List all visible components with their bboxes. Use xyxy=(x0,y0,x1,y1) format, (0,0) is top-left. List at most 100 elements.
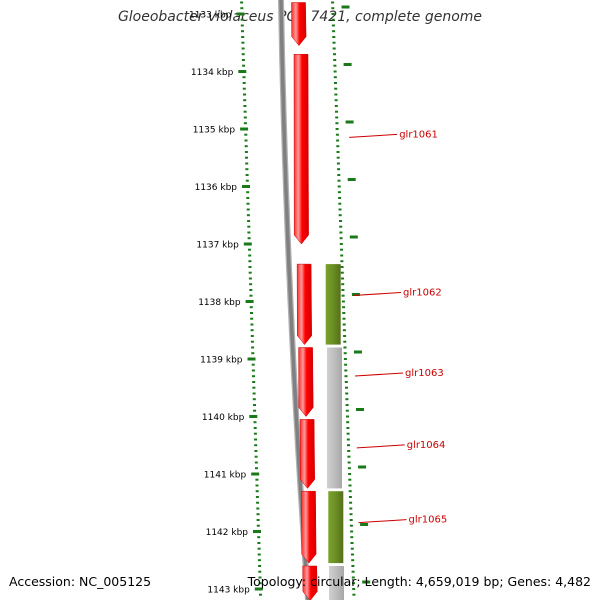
minor-tick-outer xyxy=(343,340,347,343)
minor-tick-inner xyxy=(257,553,261,556)
major-tick xyxy=(242,185,250,188)
minor-tick-inner xyxy=(252,392,256,395)
minor-tick-outer xyxy=(337,185,341,188)
minor-tick-outer xyxy=(347,461,351,464)
gene-label: glr1062 xyxy=(403,288,442,299)
topology-text: Topology: circular; Length: 4,659,019 bp… xyxy=(247,574,591,589)
minor-tick-outer xyxy=(334,93,338,96)
minor-tick-inner xyxy=(251,363,255,366)
major-tick-outer xyxy=(356,408,364,411)
minor-tick-outer xyxy=(334,105,338,107)
label-layer: glr1061 glr1062 glr1063 glr1064 glr1065 xyxy=(349,129,447,526)
minor-tick-inner xyxy=(254,455,258,458)
tick-label: 1137 kbp xyxy=(196,241,239,251)
gene-label-leader xyxy=(349,133,398,138)
minor-tick-outer xyxy=(352,582,355,585)
minor-tick-inner xyxy=(243,122,247,125)
minor-tick-outer xyxy=(352,593,356,596)
minor-tick-inner xyxy=(246,208,250,211)
minor-tick-inner xyxy=(245,156,248,159)
minor-tick-inner xyxy=(241,47,245,50)
minor-tick-inner xyxy=(244,133,248,136)
gene-block-cog xyxy=(329,566,344,600)
minor-tick-outer xyxy=(334,82,337,84)
minor-tick-outer xyxy=(342,317,346,320)
minor-tick-inner xyxy=(242,87,246,90)
minor-tick-inner xyxy=(244,151,248,153)
gene-arrow-cds xyxy=(302,565,318,600)
minor-tick-outer xyxy=(343,335,347,337)
minor-tick-outer xyxy=(338,208,342,211)
minor-tick-inner xyxy=(255,496,259,498)
minor-tick-inner xyxy=(257,559,261,562)
minor-tick-inner xyxy=(255,484,259,487)
major-tick xyxy=(238,70,247,73)
minor-tick-inner xyxy=(256,507,260,510)
minor-tick-inner xyxy=(250,323,254,326)
major-tick-outer xyxy=(358,465,367,469)
minor-tick-inner xyxy=(254,461,258,464)
minor-tick-outer xyxy=(346,421,350,424)
minor-tick-outer xyxy=(342,323,346,326)
minor-tick-inner xyxy=(245,179,249,182)
minor-tick-outer xyxy=(332,36,336,38)
minor-tick-inner xyxy=(257,542,261,544)
major-tick xyxy=(253,530,261,533)
minor-tick-outer xyxy=(345,392,349,395)
minor-tick-outer xyxy=(335,116,339,119)
minor-tick-inner xyxy=(255,478,259,481)
tick-label: 1142 kbp xyxy=(206,528,249,538)
minor-tick-inner xyxy=(243,110,247,113)
minor-tick-inner xyxy=(251,346,255,349)
minor-tick-outer xyxy=(351,576,355,579)
minor-tick-inner xyxy=(254,438,258,441)
minor-tick-inner xyxy=(241,36,245,38)
minor-tick-outer xyxy=(331,13,335,15)
gene-arrow-cds xyxy=(299,419,315,489)
minor-tick-outer xyxy=(349,519,353,521)
minor-tick-inner xyxy=(246,191,250,194)
minor-tick-inner xyxy=(257,547,261,550)
minor-tick-inner xyxy=(248,277,252,280)
minor-tick-inner xyxy=(258,565,262,567)
minor-tick-inner xyxy=(256,524,260,527)
tick-label: 1141 kbp xyxy=(204,471,247,481)
major-tick xyxy=(245,300,254,303)
minor-tick-inner xyxy=(248,248,251,251)
tick-label: 1143 kbp xyxy=(207,586,250,596)
minor-tick-inner xyxy=(247,231,251,234)
gene-label-leader xyxy=(352,292,402,296)
minor-tick-inner xyxy=(253,404,256,406)
major-tick xyxy=(254,587,263,591)
minor-tick-outer xyxy=(346,432,350,435)
tick-label: 1134 kbp xyxy=(191,68,234,78)
tick-label: 1138 kbp xyxy=(198,298,241,308)
minor-tick-outer xyxy=(337,191,341,194)
minor-tick-outer xyxy=(348,484,352,487)
major-tick xyxy=(247,357,256,361)
minor-tick-inner xyxy=(249,283,253,286)
minor-tick-inner xyxy=(240,1,244,4)
gene-arrow-cds xyxy=(291,2,307,47)
major-tick xyxy=(240,127,249,131)
minor-tick-inner xyxy=(243,99,247,102)
tick-label: 1133 kbp xyxy=(189,11,232,21)
major-tick-outer xyxy=(343,63,352,66)
minor-tick-inner xyxy=(256,501,260,504)
gene-label-leader xyxy=(354,372,404,377)
minor-tick-outer xyxy=(340,260,344,263)
tick-label: 1139 kbp xyxy=(200,356,243,366)
gene-label: glr1064 xyxy=(407,440,446,451)
minor-tick-inner xyxy=(240,7,244,10)
minor-tick-outer xyxy=(341,294,345,297)
minor-tick-inner xyxy=(256,513,260,516)
minor-tick-inner xyxy=(247,225,251,228)
minor-tick-outer xyxy=(351,565,355,567)
minor-tick-outer xyxy=(337,174,341,176)
minor-tick-inner xyxy=(243,105,247,107)
gene-arrow-cds xyxy=(296,263,312,346)
major-tick-outer xyxy=(341,5,350,9)
minor-tick-outer xyxy=(340,248,343,251)
minor-tick-inner xyxy=(250,340,254,343)
minor-tick-outer xyxy=(345,398,349,401)
